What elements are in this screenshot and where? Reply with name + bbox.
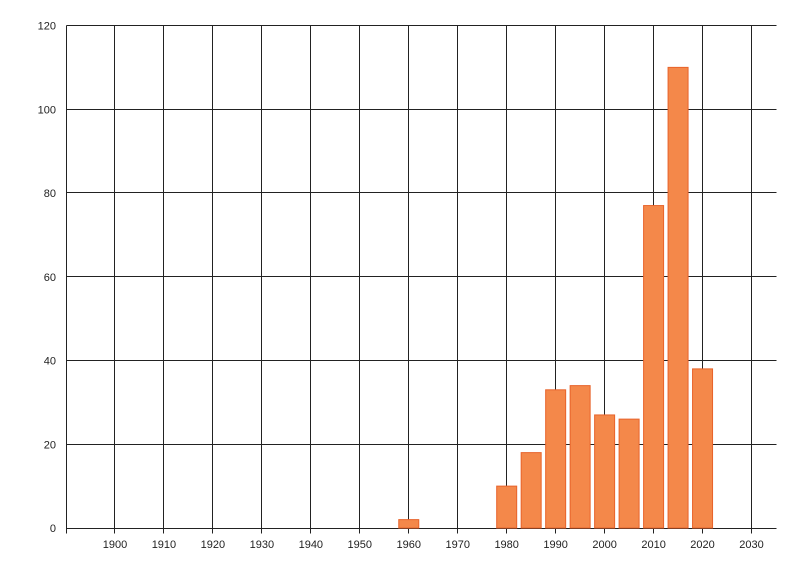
svg-text:2010: 2010: [641, 539, 665, 551]
svg-text:2000: 2000: [592, 539, 616, 551]
svg-text:120: 120: [38, 21, 56, 33]
svg-text:2020: 2020: [690, 539, 714, 551]
svg-text:1950: 1950: [348, 539, 372, 551]
svg-text:1980: 1980: [494, 539, 518, 551]
svg-text:80: 80: [44, 188, 56, 200]
svg-text:1910: 1910: [152, 539, 176, 551]
svg-text:20: 20: [44, 439, 56, 451]
svg-text:60: 60: [44, 272, 56, 284]
svg-text:1930: 1930: [250, 539, 274, 551]
svg-text:1990: 1990: [543, 539, 567, 551]
svg-text:0: 0: [50, 523, 56, 535]
svg-text:1900: 1900: [103, 539, 127, 551]
svg-text:100: 100: [38, 104, 56, 116]
svg-text:1960: 1960: [397, 539, 421, 551]
svg-text:2030: 2030: [739, 539, 763, 551]
svg-text:1970: 1970: [445, 539, 469, 551]
svg-text:1940: 1940: [299, 539, 323, 551]
svg-text:1920: 1920: [201, 539, 225, 551]
svg-text:40: 40: [44, 356, 56, 368]
